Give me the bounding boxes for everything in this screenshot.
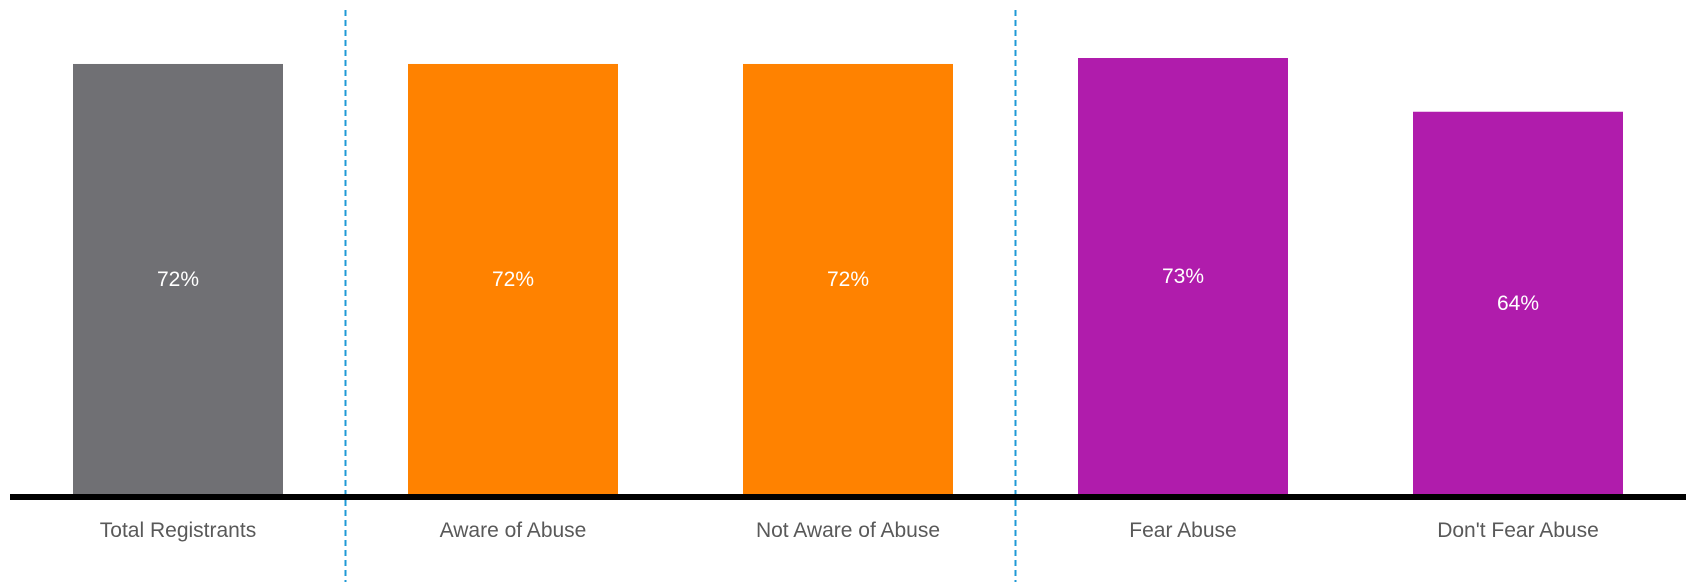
bar-fear-abuse <box>1078 58 1288 494</box>
category-label-not-aware-of-abuse: Not Aware of Abuse <box>756 519 940 542</box>
data-label-total-registrants: 72% <box>157 268 199 291</box>
bar-not-aware-of-abuse <box>743 63 953 495</box>
data-label-don-t-fear-abuse: 64% <box>1497 292 1539 315</box>
data-label-not-aware-of-abuse: 72% <box>827 268 869 291</box>
bar-aware-of-abuse <box>408 63 618 495</box>
data-labels: 72% 72% 72% 73% 64% <box>157 265 1539 315</box>
bar-total-registrants <box>73 63 283 495</box>
category-label-total-registrants: Total Registrants <box>100 519 256 542</box>
category-label-fear-abuse: Fear Abuse <box>1129 519 1236 542</box>
category-label-don-t-fear-abuse: Don't Fear Abuse <box>1437 519 1599 542</box>
bar-don-t-fear-abuse <box>1413 111 1623 495</box>
data-label-fear-abuse: 73% <box>1162 265 1204 288</box>
category-label-aware-of-abuse: Aware of Abuse <box>440 519 587 542</box>
bars <box>73 58 1623 495</box>
category-labels: Total Registrants Aware of Abuse Not Aware… <box>100 519 1599 542</box>
group-separators <box>344 10 1017 582</box>
data-label-aware-of-abuse: 72% <box>492 268 534 291</box>
